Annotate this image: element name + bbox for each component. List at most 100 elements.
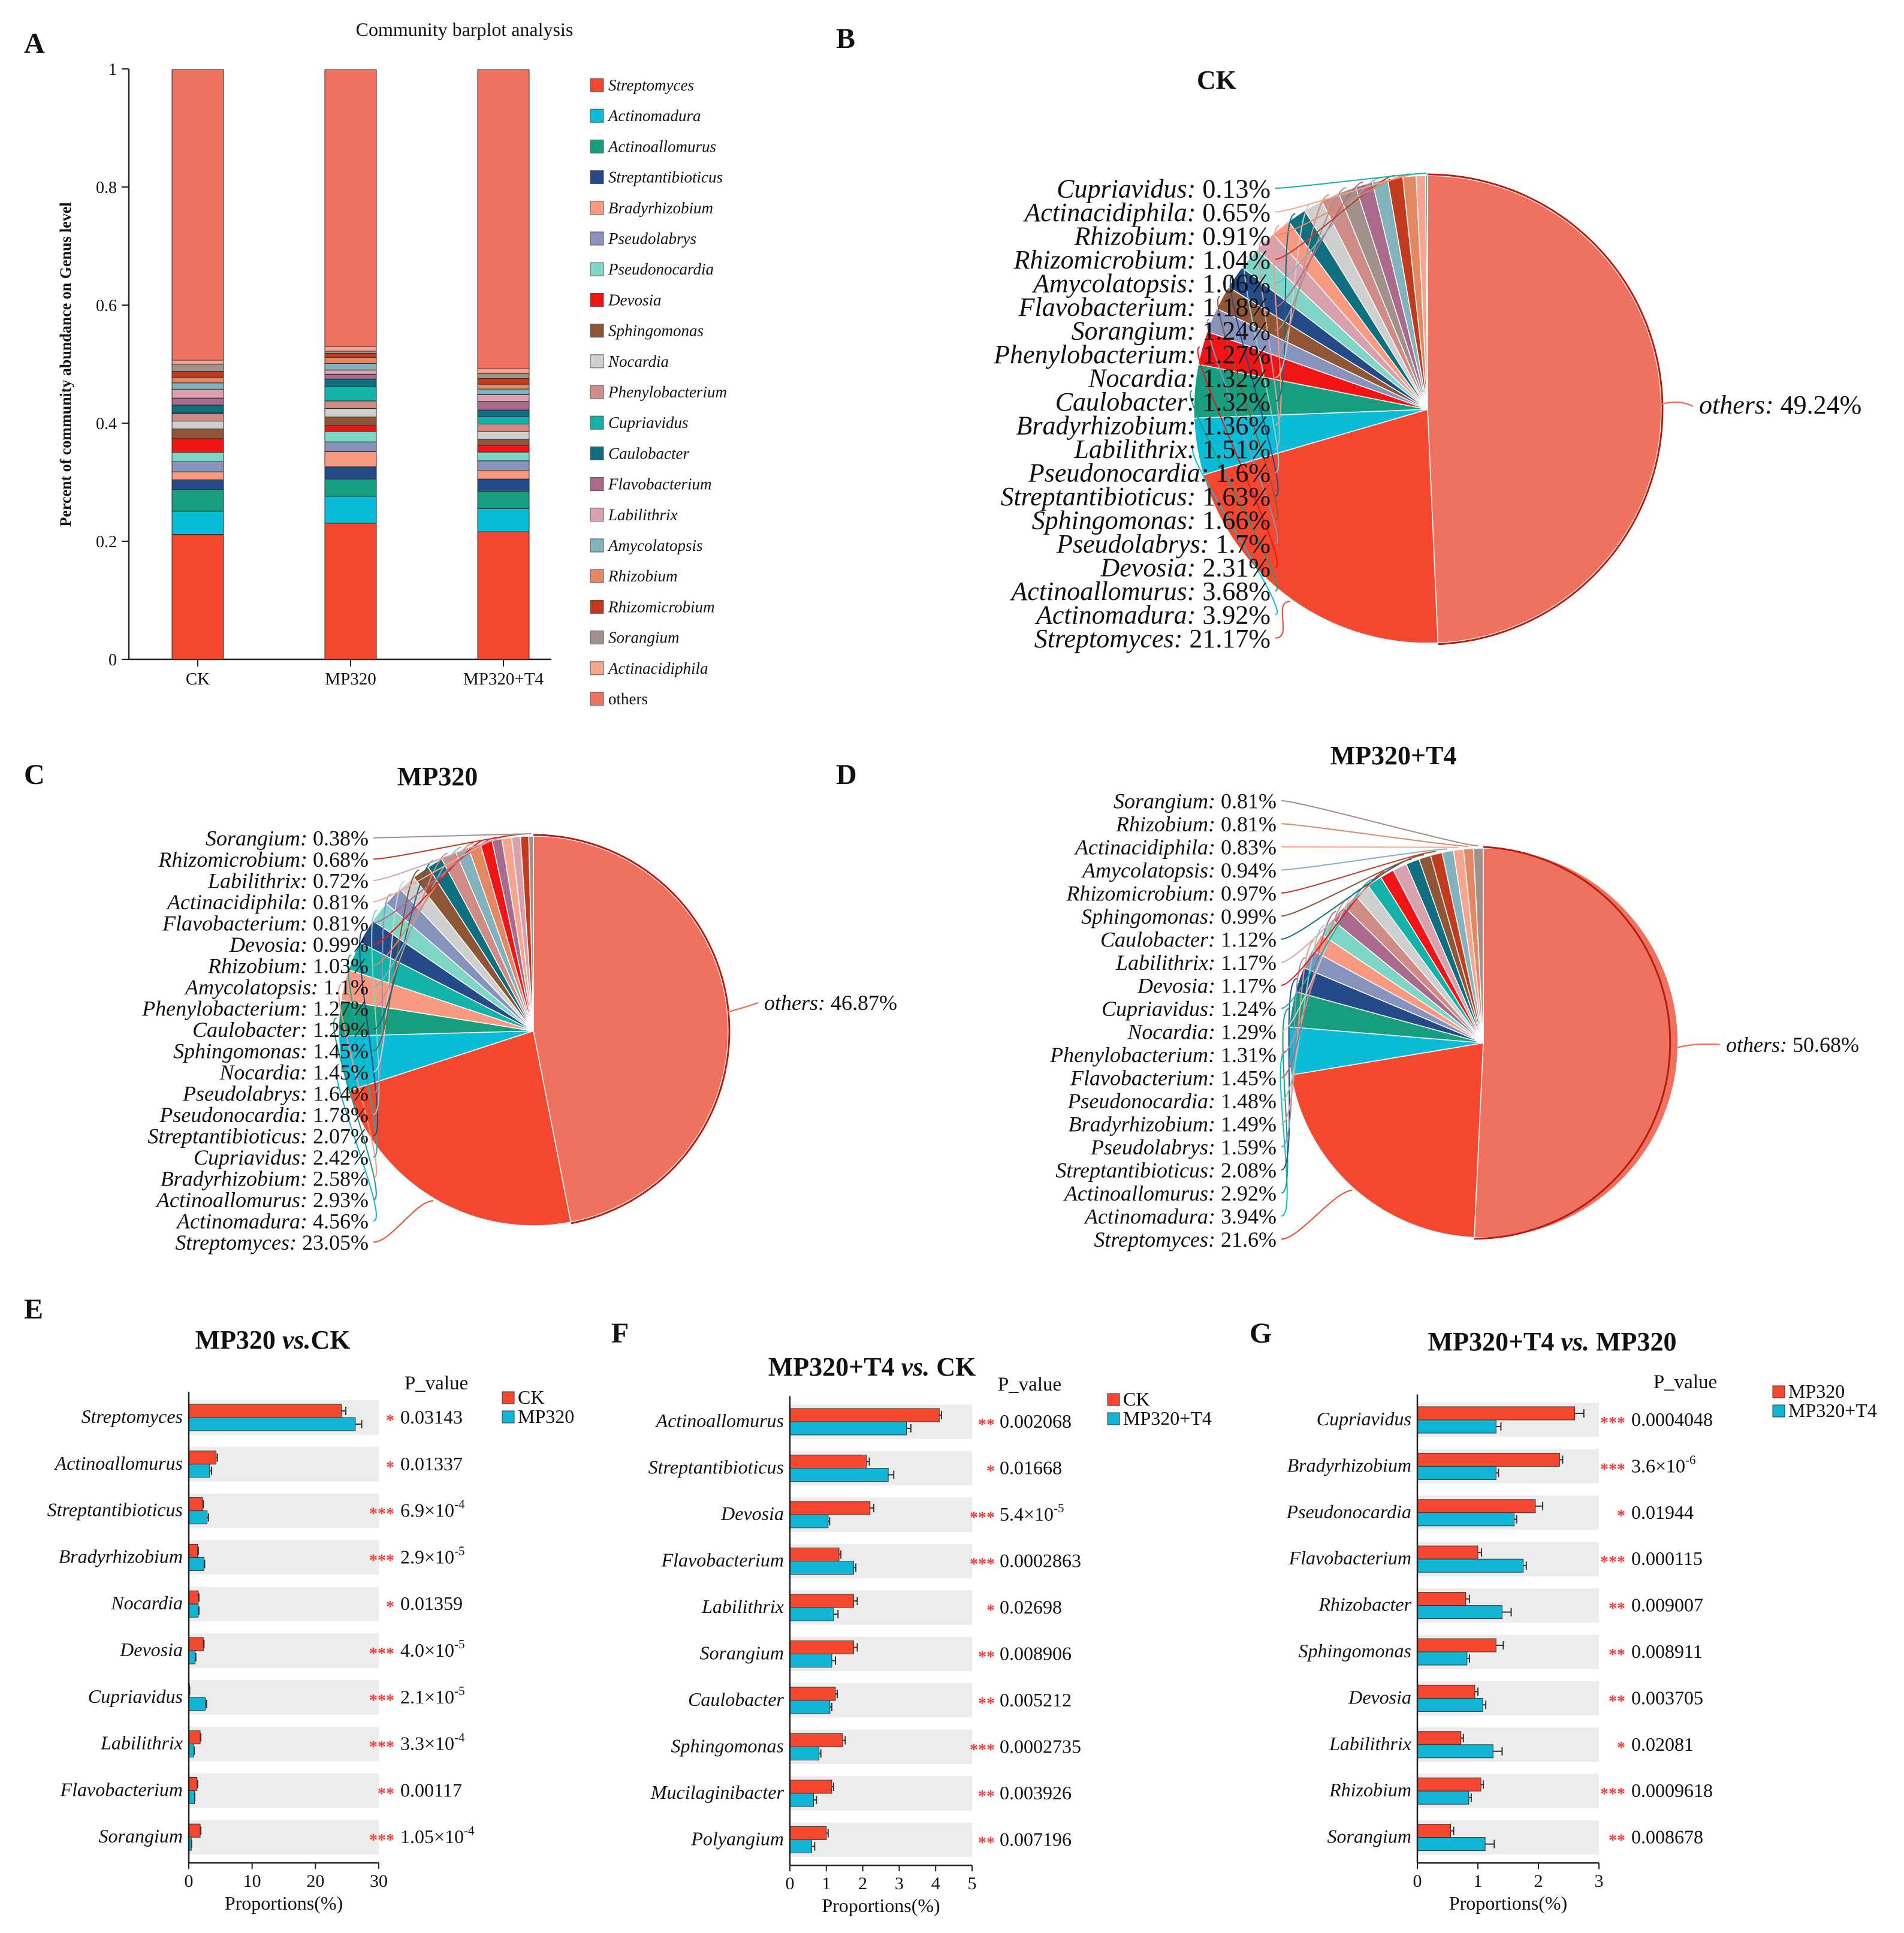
significance-stars: * (986, 1462, 995, 1481)
significance-stars: * (386, 1458, 394, 1477)
p-value-header: P_value (998, 1374, 1061, 1395)
chart-title: CK (1197, 65, 1236, 95)
leader-line (1280, 1050, 1288, 1217)
leader-line (1281, 940, 1315, 1124)
pie-label: Caulobacter: 1.29% (192, 1018, 369, 1042)
pie-label: Sphingomonas: 0.99% (1081, 904, 1277, 928)
p-value: 0.008906 (1000, 1643, 1072, 1664)
significance-stars: *** (1600, 1414, 1625, 1433)
p-value: 0.0009618 (1631, 1780, 1713, 1801)
bar-segment (324, 417, 377, 426)
x-tick-label: 20 (306, 1871, 324, 1891)
leader-line (373, 833, 532, 839)
bar-segment (171, 533, 224, 660)
bar-segment (477, 531, 530, 660)
bar (1417, 1731, 1462, 1745)
category-label: Flavobacterium (60, 1778, 183, 1800)
pie-label: Actinomadura: 3.94% (1084, 1205, 1277, 1229)
leader-line (1275, 203, 1312, 379)
y-tick-label: 0 (108, 651, 117, 670)
bar-segment (324, 400, 377, 409)
significance-stars: *** (369, 1738, 394, 1757)
bar-segment (324, 369, 377, 375)
category-label: Bradyrhizobium (1287, 1454, 1411, 1476)
category-label: Devosia (720, 1503, 784, 1524)
pie-label: Rhizobium: 0.91% (1073, 222, 1271, 251)
leader-line (373, 869, 420, 1051)
pie-slice (1427, 175, 1662, 644)
row-band (189, 1820, 379, 1854)
legend-swatch (590, 631, 604, 645)
category-label: Cupriavidus (1317, 1408, 1411, 1430)
legend-label: Sphingomonas (608, 322, 704, 340)
p-value: 3.6×10-6 (1631, 1452, 1696, 1476)
bar (1417, 1452, 1560, 1467)
bar-segment (171, 452, 224, 462)
significance-stars: *** (369, 1551, 394, 1570)
bar (1417, 1406, 1576, 1421)
leader-line (338, 984, 377, 1179)
significance-stars: ** (978, 1834, 995, 1853)
leader-line (1281, 1190, 1353, 1240)
chart-title: MP320+T4 vs. MP320 (1428, 1327, 1677, 1356)
bar (1417, 1419, 1496, 1434)
bar-segment (477, 451, 530, 462)
legend-swatch (590, 477, 604, 491)
significance-stars: *** (1600, 1460, 1625, 1479)
significance-stars: ** (1609, 1832, 1625, 1850)
bar-segment (324, 386, 377, 402)
bar-segment (324, 523, 377, 660)
bar-segment (477, 460, 530, 471)
y-axis-label: Percent of community abundance on Genus … (57, 202, 74, 526)
bar (1417, 1837, 1486, 1851)
chart-title: MP320 vs.CK (195, 1325, 350, 1355)
legend-label: Cupriavidus (608, 414, 689, 432)
bar (789, 1501, 871, 1515)
leader-line (333, 1017, 377, 1201)
category-label: Sorangium (99, 1825, 183, 1847)
legend-swatch (590, 599, 604, 614)
p-value: 0.002068 (1000, 1410, 1072, 1432)
bar-segment (477, 445, 530, 453)
pie-slice (1474, 848, 1679, 1238)
pie-label: Streptantibioticus: 2.07% (147, 1124, 369, 1148)
bar-segment (324, 69, 377, 347)
bar (1417, 1592, 1467, 1606)
panel-d: MP320+T4 others: 50.68% Streptomyces: 21.6… (1049, 741, 1859, 1252)
legend-swatch (590, 538, 604, 553)
bar (188, 1697, 206, 1711)
x-tick-label: 1 (822, 1874, 831, 1893)
leader-line (373, 842, 474, 966)
legend-swatch (590, 692, 604, 706)
legend-label: Caulobacter (608, 444, 689, 462)
panel-letter-c: C (24, 759, 45, 791)
bar (188, 1790, 195, 1804)
legend-label: Rhizobium (608, 567, 678, 585)
legend-label: Pseudolabrys (608, 230, 696, 248)
bar (1417, 1638, 1496, 1652)
x-tick-label: 10 (243, 1871, 261, 1891)
significance-stars: ** (1609, 1600, 1625, 1618)
pie-label: Amycolatopsis: 1.06% (1031, 269, 1271, 298)
bar (789, 1839, 812, 1853)
bar (188, 1730, 201, 1745)
chart-title: MP320+T4 vs. CK (768, 1352, 976, 1382)
leader-line (1275, 601, 1290, 639)
bar-segment (477, 423, 530, 432)
p-value: 0.0004048 (1631, 1409, 1713, 1430)
bar-segment (324, 346, 377, 352)
bar-segment (324, 431, 377, 442)
pie-label: Rhizomicrobium: 1.04% (1013, 245, 1271, 275)
pie-label: Cupriavidus: 0.13% (1057, 174, 1271, 204)
leader-line (373, 833, 525, 860)
p-value: 3.3×10-4 (400, 1730, 465, 1754)
p-value: 0.008678 (1631, 1826, 1703, 1848)
pie-label: Cupriavidus: 2.42% (194, 1145, 369, 1169)
leader-line (373, 839, 486, 945)
legend-label: CK (1123, 1388, 1149, 1410)
bar (1417, 1558, 1524, 1573)
leader-line (1281, 978, 1298, 1171)
pie-label: Streptomyces: 21.17% (1034, 624, 1271, 653)
bar-segment (477, 384, 530, 390)
